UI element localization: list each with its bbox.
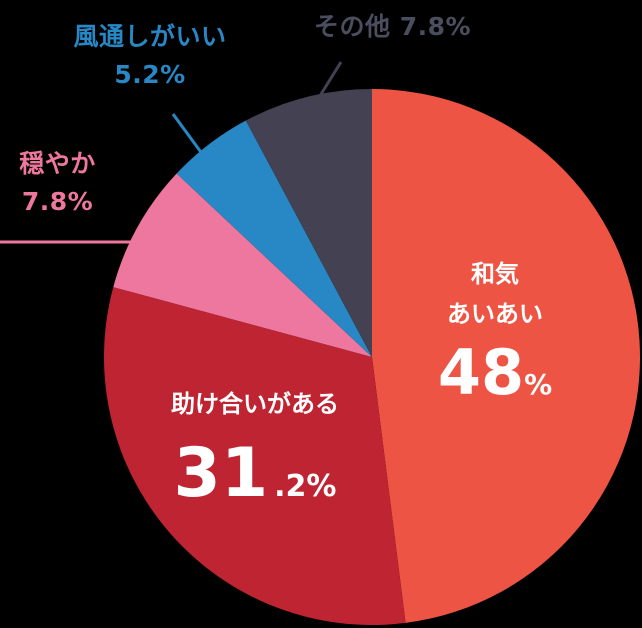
pie-slices (104, 89, 641, 625)
wakiaiai-label: 和気 あいあい 48% (420, 254, 570, 424)
tasukeai-label: 助け合いがある 31.2% (135, 384, 375, 527)
kazetoshi-name: 風通しがいい (73, 22, 227, 51)
tasukeai-value: 31.2% (135, 438, 375, 527)
pie-slice-4 (245, 89, 372, 357)
sonota-text: その他 7.8% (314, 12, 472, 41)
pie-slice-1 (104, 287, 406, 625)
pie-slice-2 (113, 173, 373, 357)
sonota-leader-line (298, 61, 343, 129)
wakiaiai-number: 48 (437, 336, 525, 409)
odayaka-value: 7.8% (21, 187, 94, 216)
pie-slice-0 (372, 89, 641, 623)
kazetoshi-label: 風通しがいい 5.2% (50, 18, 250, 94)
wakiaiai-unit: % (524, 368, 553, 401)
kazetoshi-value: 5.2% (114, 60, 186, 89)
wakiaiai-name-line1: 和気 (471, 260, 519, 288)
wakiaiai-name-line2: あいあい (447, 300, 543, 328)
odayaka-name: 穏やか (19, 149, 96, 178)
kazetoshi-leader-line (171, 113, 216, 171)
tasukeai-number: 31 (173, 434, 269, 513)
tasukeai-decimal: .2% (274, 469, 337, 504)
odayaka-label: 穏やか 7.8% (0, 145, 115, 221)
tasukeai-name: 助け合いがある (171, 390, 339, 418)
pie-slice-3 (176, 120, 372, 357)
wakiaiai-value: 48% (420, 338, 570, 424)
sonota-label: その他 7.8% (314, 8, 471, 46)
